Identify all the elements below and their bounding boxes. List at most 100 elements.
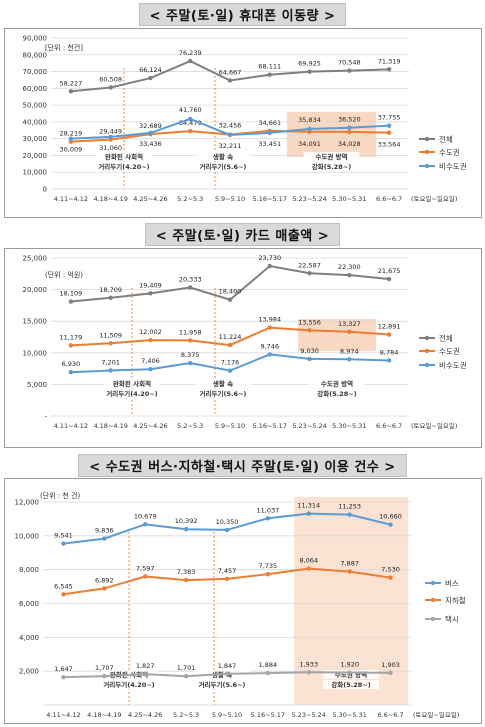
policy-label: 강화(5.28~) <box>312 162 351 171</box>
data-label: 1,707 <box>95 664 114 672</box>
y-tick-label: 20,000 <box>23 152 48 160</box>
data-point <box>347 68 352 73</box>
data-point <box>224 576 230 582</box>
data-label: 34,091 <box>298 140 321 148</box>
data-point <box>102 536 107 541</box>
data-label: 8,974 <box>340 347 359 355</box>
data-label: 1,847 <box>218 662 237 670</box>
policy-label-bg <box>323 680 379 689</box>
data-label: 68,111 <box>258 63 281 71</box>
y-tick-label: 90,000 <box>23 35 48 43</box>
data-point <box>148 75 153 81</box>
data-point <box>188 58 193 64</box>
data-point <box>148 130 153 136</box>
data-point <box>265 571 271 577</box>
data-point <box>68 136 74 141</box>
policy-label: 완화된 사회적 <box>113 379 151 388</box>
legend-marker <box>424 163 430 169</box>
data-label: 11,037 <box>257 506 280 514</box>
y-tick-label: 2,000 <box>19 668 39 676</box>
chart3-svg: 2,000 4,000 6,000 8,000 10,000 12,000(단위 : 천 … <box>15 491 466 719</box>
data-label: 34,479 <box>179 119 202 127</box>
data-label: 11,253 <box>338 503 361 511</box>
data-point <box>267 72 272 77</box>
legend-marker <box>430 616 436 622</box>
data-point <box>143 671 148 677</box>
chart3-panel: 2,000 4,000 6,000 8,000 10,000 12,000 (단위 : 천 … <box>4 478 482 724</box>
policy-label-bg <box>309 389 365 398</box>
data-label: 69,925 <box>298 60 321 68</box>
data-point <box>347 272 352 278</box>
legend-label: 비수도권 <box>439 361 467 370</box>
data-point <box>224 671 230 676</box>
data-label: 32,211 <box>219 142 242 150</box>
data-label: 64,667 <box>219 69 242 77</box>
data-point <box>108 368 113 373</box>
x-tick-label: 4.11~4.12 <box>54 195 88 203</box>
data-label: 33,436 <box>139 140 162 148</box>
data-point <box>347 512 352 517</box>
policy-label-bg <box>104 389 160 398</box>
data-point <box>227 132 233 138</box>
data-label: 11,224 <box>219 333 242 341</box>
data-point <box>108 134 113 140</box>
data-label: 13,327 <box>338 320 361 328</box>
x-tick-label: 4.25~4.26 <box>128 711 162 719</box>
data-label: 76,239 <box>179 49 202 57</box>
data-point <box>183 527 189 532</box>
policy-label-bg <box>195 152 251 161</box>
policy-label-bg <box>195 389 251 398</box>
y-tick-label: 50,000 <box>23 102 48 110</box>
data-point <box>347 129 352 135</box>
data-point <box>108 295 113 300</box>
data-point <box>148 291 153 296</box>
y-tick-label: - <box>44 413 47 421</box>
chart1-panel: 0 10,000 20,000 30,000 40,000 50,000 60,000 70,… <box>4 28 482 218</box>
data-label: 29,449 <box>99 128 122 136</box>
data-label: 10,679 <box>134 512 157 520</box>
data-point <box>307 356 312 362</box>
data-label: 13,556 <box>298 318 321 326</box>
data-label: 9,836 <box>95 527 114 535</box>
x-tick-label: 5.2~5.3 <box>177 195 203 203</box>
data-label: 6,545 <box>54 582 73 590</box>
data-label: 71,319 <box>378 57 401 65</box>
policy-label-bg <box>96 152 152 161</box>
data-point <box>227 368 233 373</box>
data-point <box>267 263 272 269</box>
policy-label: 강화(5.28~) <box>331 680 370 689</box>
data-label: 10,660 <box>379 513 402 521</box>
policy-label-bg <box>101 680 157 689</box>
chart2-panel: - 5,000 10,000 15,000 20,000 25,000 (단위 : 억원) 4… <box>4 248 482 448</box>
policy-label-bg <box>195 379 251 388</box>
data-point <box>188 285 193 290</box>
policy-label: 생활 속 <box>213 152 233 161</box>
x-tick-label: 4.18~4.19 <box>93 195 127 203</box>
x-tick-label: 6.6~6.7 <box>376 195 402 203</box>
data-point <box>183 674 189 679</box>
policy-label-bg <box>104 379 160 388</box>
x-tick-label: 5.23~5.24 <box>292 422 326 430</box>
data-point <box>183 577 189 583</box>
y-tick-label: 10,000 <box>23 169 48 177</box>
x-tick-label: 4.25~4.26 <box>133 422 167 430</box>
x-tick-label: 5.23~5.24 <box>292 195 326 203</box>
x-tick-label: 5.2~5.3 <box>173 711 199 719</box>
x-tick-label: 5.9~5.10 <box>215 422 245 430</box>
data-label: 1,701 <box>177 664 196 672</box>
policy-label: 거리두기(4.20~) <box>103 680 154 689</box>
data-label: 41,760 <box>179 106 202 114</box>
chart3-title: < 수도권 버스·지하철·택시 주말(토·일) 이용 건수 > <box>78 454 407 477</box>
series-line-전체 <box>70 264 390 303</box>
data-point <box>388 670 393 676</box>
data-point <box>386 67 392 72</box>
data-point <box>148 337 153 343</box>
data-point <box>347 670 352 675</box>
x-tick-label: 5.9~5.10 <box>212 711 242 719</box>
chart1-svg: 0 10,000 20,000 30,000 40,000 50,000 60,000 70,… <box>23 35 467 204</box>
data-label: 7,457 <box>218 567 237 575</box>
data-label: 7,530 <box>381 566 400 574</box>
data-point <box>267 130 272 136</box>
data-point <box>388 522 393 527</box>
x-tick-label: 6.6~6.7 <box>377 711 403 719</box>
